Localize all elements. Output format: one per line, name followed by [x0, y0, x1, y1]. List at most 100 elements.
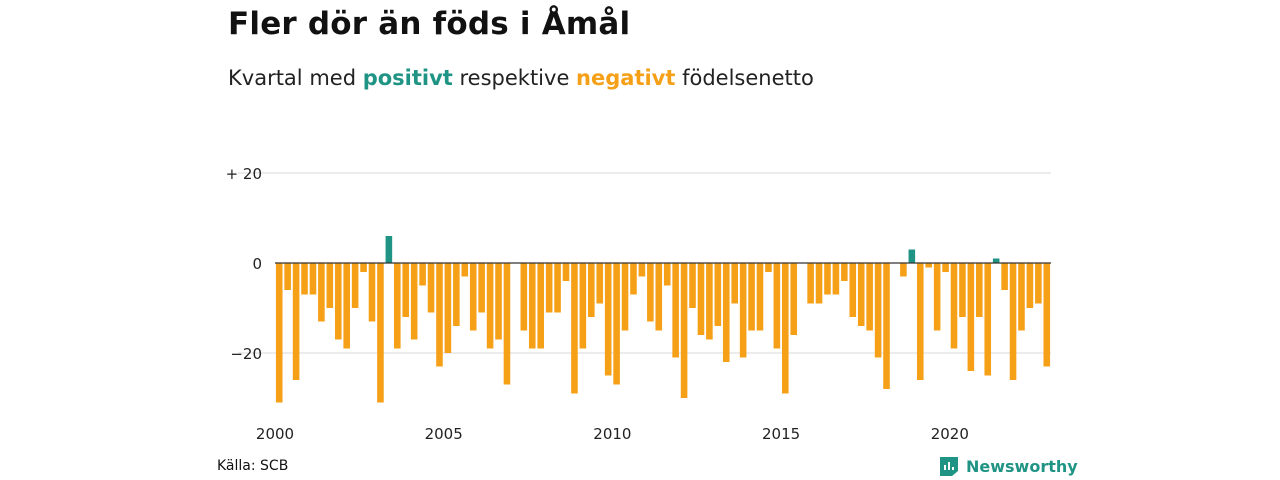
bar: [807, 263, 814, 304]
bar: [849, 263, 857, 317]
bar: [638, 263, 646, 277]
bar: [453, 263, 460, 326]
bar: [841, 263, 848, 281]
bar: [874, 263, 882, 358]
bar: [334, 263, 342, 340]
bar: [394, 263, 401, 349]
brand-logo: Newsworthy: [938, 455, 1078, 477]
bar: [1043, 263, 1051, 367]
bar: [976, 263, 983, 317]
bar: [925, 263, 932, 268]
bar: [655, 263, 663, 331]
x-tick-label: 2005: [425, 425, 463, 443]
bar: [377, 263, 384, 403]
bar: [436, 263, 443, 367]
bar: [368, 263, 376, 322]
bar: [959, 263, 966, 317]
bar: [883, 263, 890, 389]
bar: [360, 263, 367, 272]
y-tick-label: −20: [230, 345, 262, 363]
bar: [765, 263, 772, 272]
bar: [275, 263, 283, 403]
x-tick-label: 2010: [593, 425, 631, 443]
bar: [284, 263, 291, 290]
bar: [503, 263, 511, 385]
bar: [495, 263, 502, 340]
bar: [596, 263, 604, 304]
bar: [900, 263, 907, 277]
bar: [621, 263, 629, 331]
bar: [528, 263, 536, 349]
bar: [663, 263, 671, 286]
bar: [739, 263, 747, 358]
bar: [326, 263, 334, 308]
bar: [647, 263, 654, 322]
bar: [967, 263, 975, 371]
chart-title: Fler dör än föds i Åmål: [228, 6, 631, 42]
bar: [672, 263, 679, 358]
bar: [756, 263, 764, 331]
bar: [613, 263, 620, 385]
bar: [571, 263, 578, 394]
y-tick-label: + 20: [226, 165, 262, 183]
bar: [824, 263, 831, 295]
bar: [857, 263, 865, 326]
bar: [706, 263, 713, 340]
bar: [554, 263, 561, 313]
bar: [604, 263, 612, 376]
bar: [722, 263, 730, 362]
bar: [520, 263, 528, 331]
bar: [916, 263, 924, 380]
bar: [773, 263, 781, 349]
bar: [992, 258, 1000, 263]
bar: [301, 263, 308, 295]
bar: [689, 263, 696, 308]
source-note: Källa: SCB: [217, 458, 289, 474]
bar: [309, 263, 317, 295]
bar: [385, 236, 393, 263]
bar: [950, 263, 958, 349]
bar: [1026, 263, 1034, 308]
x-tick-label: 2015: [762, 425, 800, 443]
bar: [545, 263, 553, 313]
bar: [588, 263, 595, 317]
bar: [942, 263, 949, 272]
bar: [444, 263, 452, 353]
bar: [1018, 263, 1025, 331]
bar: [1035, 263, 1042, 304]
bar: [478, 263, 485, 313]
bar: [402, 263, 410, 317]
subtitle-mid: respektive: [452, 66, 577, 90]
subtitle-negative: negativt: [576, 66, 676, 90]
bar: [410, 263, 418, 340]
chart-subtitle: Kvartal med positivt respektive negativt…: [228, 66, 814, 90]
y-tick-label: 0: [252, 255, 262, 273]
bar: [579, 263, 587, 349]
bar: [461, 263, 469, 277]
bar: [697, 263, 705, 335]
x-tick-label: 2000: [256, 425, 294, 443]
x-tick-labels: 2000 2005 2010 2015 2020: [256, 425, 969, 443]
bar: [790, 263, 798, 335]
bar: [714, 263, 722, 326]
bar: [984, 263, 992, 376]
subtitle-prefix: Kvartal med: [228, 66, 363, 90]
bar: [866, 263, 873, 331]
grid-lines: [238, 172, 1051, 354]
bar: [832, 263, 840, 295]
x-tick-label: 2020: [931, 425, 969, 443]
y-tick-labels: + 20 0 −20: [226, 165, 262, 363]
bar: [351, 263, 359, 308]
bar: [908, 249, 916, 263]
bar: [318, 263, 325, 322]
bar: [419, 263, 426, 286]
bar: [731, 263, 738, 304]
bar: [486, 263, 494, 349]
subtitle-positive: positivt: [362, 66, 453, 90]
bar: [680, 263, 688, 398]
bar: [933, 263, 941, 331]
bar: [343, 263, 350, 349]
bar: [427, 263, 435, 313]
brand-name: Newsworthy: [966, 456, 1078, 476]
